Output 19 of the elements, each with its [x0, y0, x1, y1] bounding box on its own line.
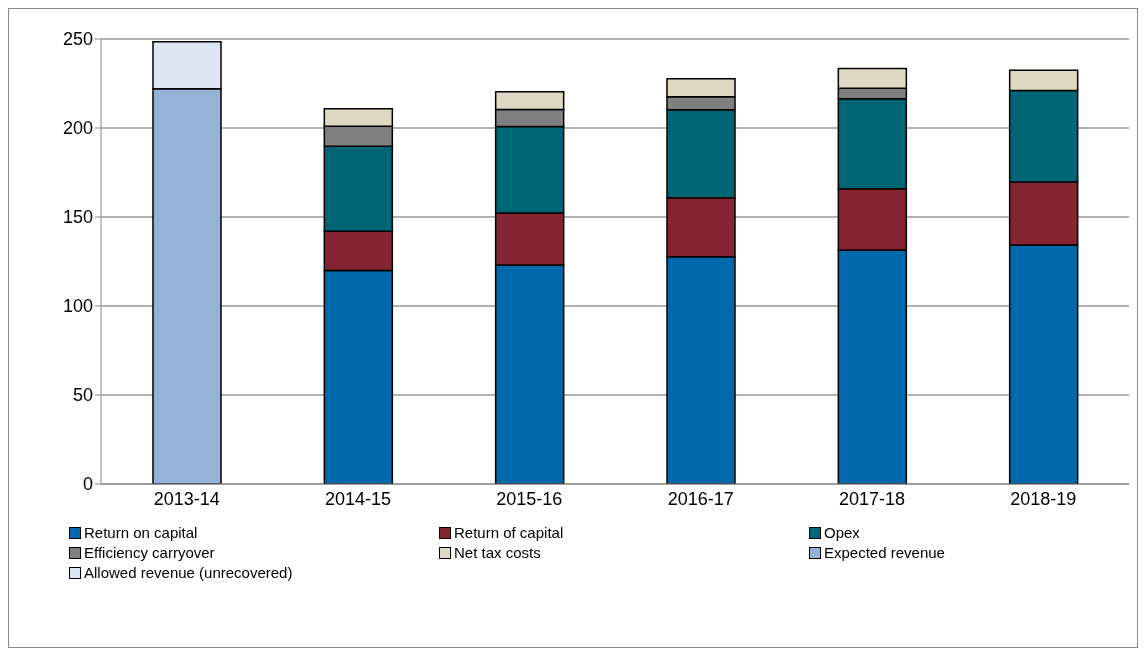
x-tick-label: 2016-17	[667, 488, 734, 509]
legend-label: Allowed revenue (unrecovered)	[84, 564, 293, 581]
legend-label: Expected revenue	[824, 544, 945, 561]
x-tick-label: 2013-14	[153, 488, 220, 509]
legend-label: Opex	[824, 524, 860, 541]
x-tick-label: 2017-18	[838, 488, 906, 509]
x-tick-label: 2018-19	[1010, 488, 1077, 509]
legend-label: Return of capital	[454, 524, 564, 541]
y-tick-label: 150	[62, 207, 93, 228]
y-tick-label: 50	[72, 385, 93, 406]
legend-label: Net tax costs	[454, 544, 541, 561]
y-tick-label: 100	[62, 296, 93, 317]
x-tick-label: 2015-16	[496, 488, 563, 509]
x-tick-label: 2014-15	[324, 488, 392, 509]
y-tick-label: 0	[82, 474, 93, 495]
legend-label: Return on capital	[84, 524, 198, 541]
y-tick-label: 250	[62, 29, 93, 50]
legend-label: Efficiency carryover	[84, 544, 215, 561]
y-tick-label: 200	[62, 118, 93, 139]
